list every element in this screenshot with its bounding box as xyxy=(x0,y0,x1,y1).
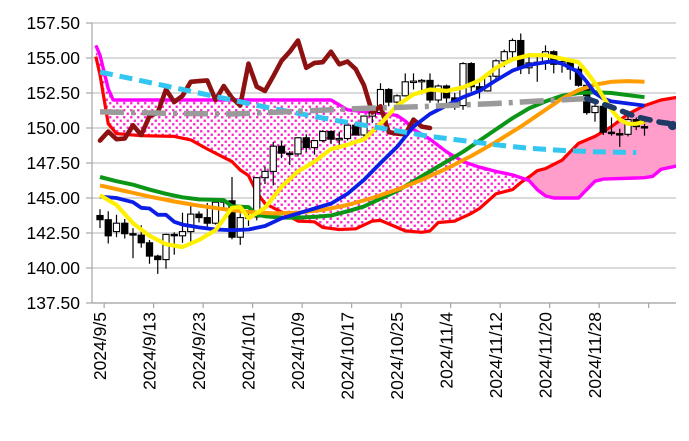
candlestick xyxy=(195,213,203,219)
y-axis-label: 137.50 xyxy=(26,293,80,313)
candlestick xyxy=(599,105,607,133)
senkou-b-magenta-line xyxy=(94,44,676,200)
candlestick xyxy=(236,217,244,238)
candlestick xyxy=(286,152,294,156)
x-axis-label: 2024/11/4 xyxy=(437,312,457,389)
candlestick xyxy=(310,140,319,149)
candlestick xyxy=(137,234,145,244)
candlestick xyxy=(385,88,393,103)
candlestick xyxy=(129,233,137,236)
x-axis-label: 2024/10/1 xyxy=(239,312,259,390)
candlestick xyxy=(121,222,129,235)
candlestick xyxy=(203,217,211,224)
orange-ma-line xyxy=(99,79,645,216)
candlestick xyxy=(96,214,104,221)
candlestick xyxy=(327,130,335,140)
candlestick xyxy=(624,119,632,135)
candlestick xyxy=(434,85,442,101)
candlestick xyxy=(500,51,508,62)
y-axis-label: 147.50 xyxy=(26,153,80,173)
x-axis-label: 2024/9/23 xyxy=(189,312,209,390)
candlestick xyxy=(335,137,343,141)
candlestick xyxy=(145,242,154,257)
candlestick xyxy=(294,137,302,155)
candlestick xyxy=(112,222,121,233)
candlestick xyxy=(616,133,624,136)
candlestick xyxy=(607,131,616,135)
candlestick xyxy=(211,201,220,224)
y-axis-label: 150.00 xyxy=(26,118,80,138)
candlestick xyxy=(401,81,409,97)
candlestick xyxy=(104,219,112,237)
candlestick xyxy=(253,177,261,218)
candlestick xyxy=(409,80,418,84)
x-axis-label: 2024/9/5 xyxy=(90,312,110,380)
navy-dashed-projection-line xyxy=(584,95,676,128)
candlestick xyxy=(261,170,269,179)
y-axis-label: 140.00 xyxy=(26,258,80,278)
candlestick xyxy=(508,39,517,53)
candlestick xyxy=(591,105,599,114)
navy-projection-end-dot xyxy=(667,120,676,131)
candlestick xyxy=(162,233,170,261)
candlestick xyxy=(393,95,401,103)
senkou-a-red-line xyxy=(94,56,676,234)
candlestick xyxy=(467,63,475,88)
candlestick xyxy=(319,130,327,142)
y-axis-label: 155.00 xyxy=(26,48,80,68)
candlestick xyxy=(170,233,178,237)
candlestick xyxy=(187,213,195,233)
candlestick xyxy=(228,200,236,238)
y-axis-label: 142.50 xyxy=(26,223,80,243)
x-axis-label: 2024/10/25 xyxy=(387,312,407,400)
x-axis-label: 2024/11/20 xyxy=(536,312,556,399)
candlestick xyxy=(178,231,187,237)
x-axis-label: 2024/10/17 xyxy=(338,312,358,400)
candlestick xyxy=(517,39,525,69)
x-axis-label: 2024/11/12 xyxy=(486,312,506,398)
candlestick xyxy=(302,137,310,149)
y-axis-label: 145.00 xyxy=(26,188,80,208)
candlestick xyxy=(154,255,162,261)
x-axis-label: 2024/11/28 xyxy=(585,312,605,398)
candlestick xyxy=(269,145,277,172)
gray-dashdot-ma-line xyxy=(99,95,587,117)
cyan-dashed-ma-line xyxy=(99,69,637,155)
candlestick xyxy=(277,145,286,154)
candlestick xyxy=(343,124,352,140)
y-axis-label: 152.50 xyxy=(26,83,80,103)
candlestick xyxy=(640,126,649,129)
candlestick xyxy=(418,79,426,83)
blue-ma-line xyxy=(99,59,645,233)
kumo-cloud-dotted xyxy=(95,45,525,233)
x-axis-label: 2024/9/13 xyxy=(140,312,160,390)
x-axis-label: 2024/10/9 xyxy=(288,312,308,390)
y-axis-label: 157.50 xyxy=(26,13,80,33)
